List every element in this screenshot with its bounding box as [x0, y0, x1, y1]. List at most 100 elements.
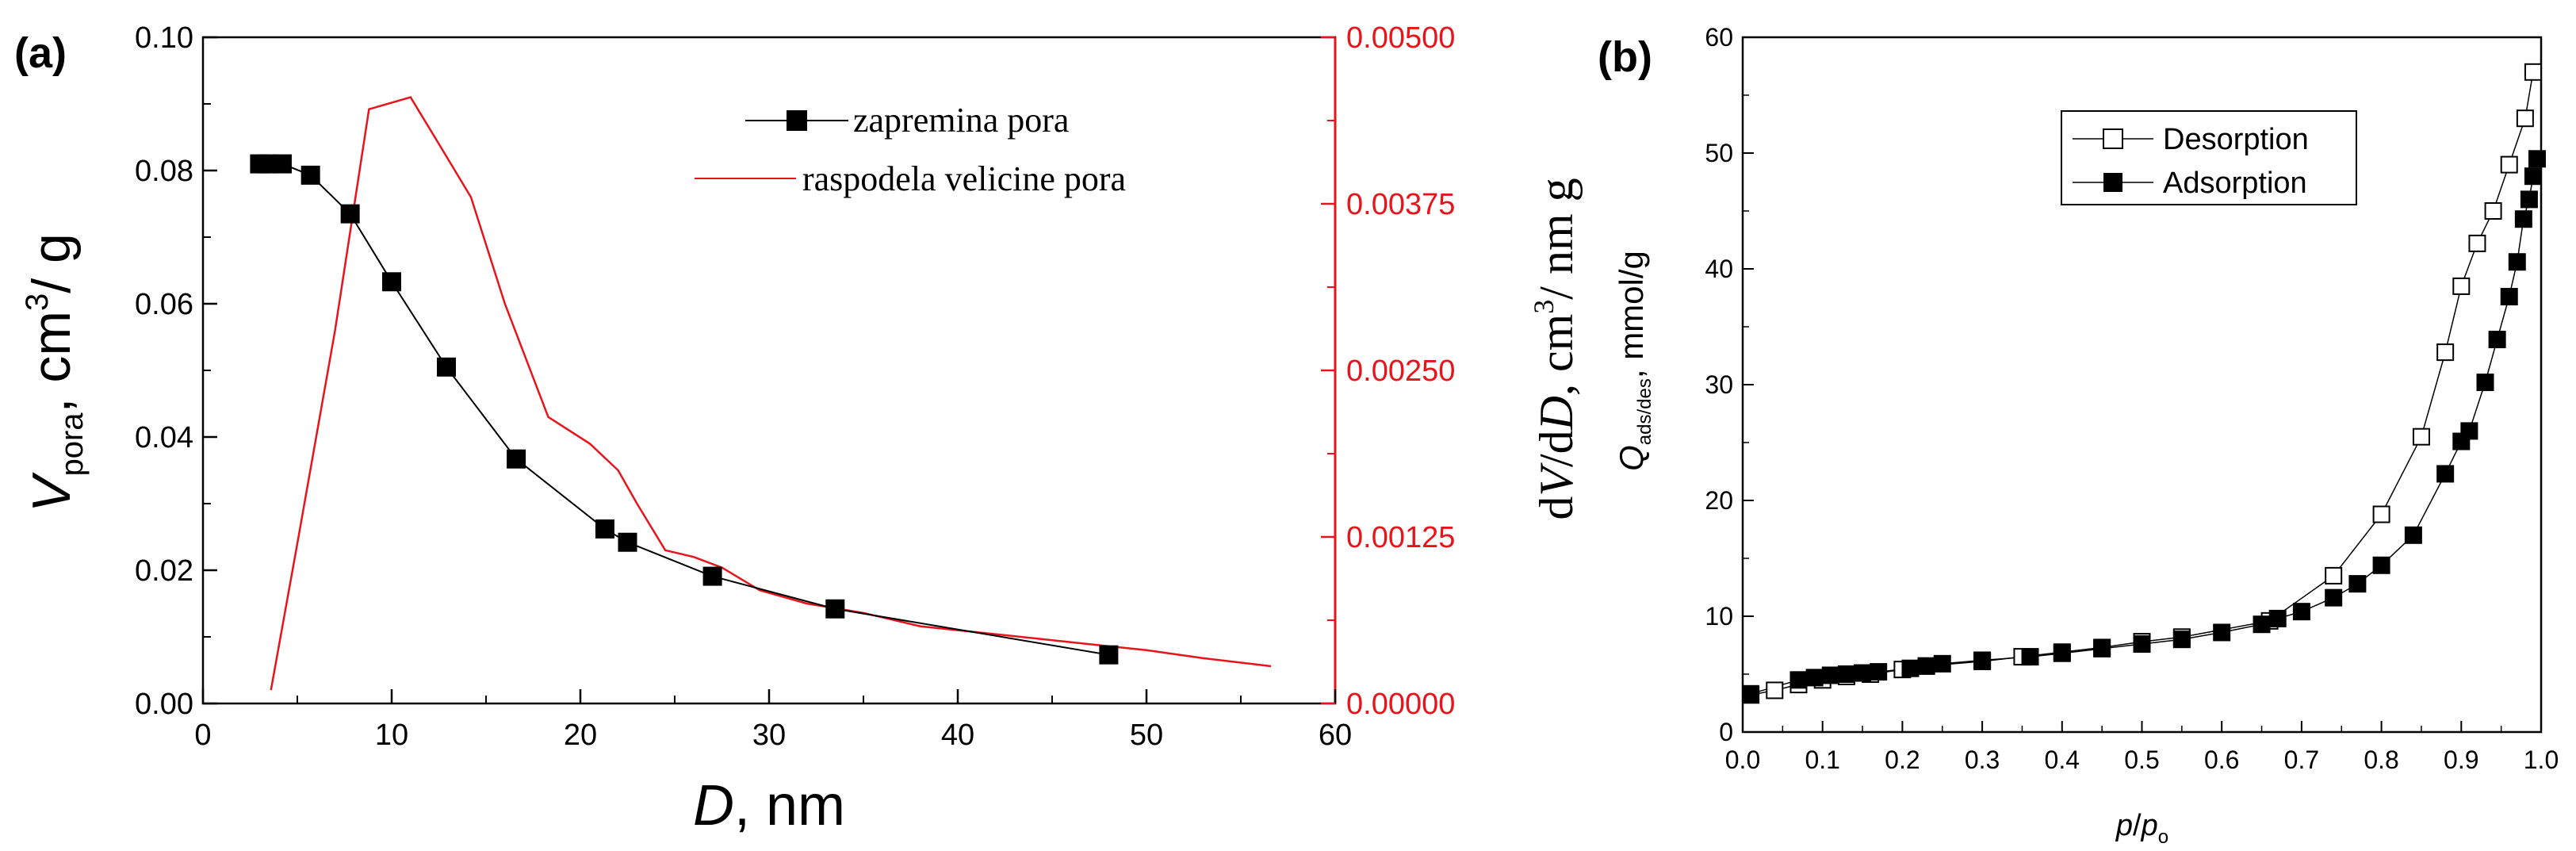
- data-point-desorption: [2372, 505, 2390, 523]
- panel-b-y-axis-label: Qads/des, mmol/g: [1613, 251, 1655, 471]
- panel-a-right-y-tick-label: 0.00375: [1346, 188, 1455, 221]
- panel-b-legend: Desorption Adsorption: [2061, 110, 2357, 205]
- panel-a-x-tick-label: 0: [194, 719, 211, 752]
- data-point-zapremina: [702, 566, 722, 586]
- panel-a-x-tick-label: 60: [1319, 719, 1352, 752]
- data-point-desorption: [2412, 427, 2430, 446]
- data-point-desorption: [2468, 234, 2486, 252]
- panel-b-x-tick-label: 0.7: [2284, 746, 2319, 774]
- panel-b-x-tick-label: 0.5: [2124, 746, 2159, 774]
- legend-label-desorption: Desorption: [2163, 123, 2309, 156]
- panel-a-plot-frame: [201, 36, 1337, 705]
- data-point-desorption: [2484, 202, 2502, 220]
- panel-b-x-tick-label: 0.0: [1725, 746, 1760, 774]
- data-point-adsorption: [2325, 588, 2343, 607]
- data-point-zapremina: [825, 599, 845, 619]
- legend-marker-adsorption: [2103, 173, 2122, 192]
- data-point-adsorption: [2436, 465, 2455, 483]
- data-point-adsorption: [2460, 422, 2478, 440]
- panel-a-x-tick-label: 20: [564, 719, 597, 752]
- data-point-desorption: [2436, 343, 2455, 362]
- panel-b-y-tick-label: 30: [1705, 370, 1733, 399]
- panel-a-left-y-ticks: 0.00 0.02 0.04 0.06 0.08 0.10: [135, 21, 217, 721]
- data-point-adsorption: [1917, 657, 1935, 675]
- series-line-raspodela: [270, 96, 1272, 691]
- legend-label-zapremina: zapremina pora: [853, 101, 1069, 140]
- panel-a-series: [250, 96, 1272, 691]
- panel-a-right-y-tick-label: 0.00125: [1346, 521, 1455, 554]
- panel-b-y-tick-label: 40: [1705, 255, 1733, 283]
- data-point-adsorption: [2514, 210, 2532, 228]
- data-point-adsorption: [1805, 669, 1824, 687]
- panel-b-y-ticks: 0 10 20 30 40 50 60: [1705, 23, 1754, 746]
- data-point-desorption: [2516, 109, 2534, 128]
- data-point-adsorption: [1870, 663, 1888, 681]
- panel-b-label: (b): [1598, 33, 1652, 81]
- data-point-adsorption: [2253, 615, 2271, 634]
- data-point-zapremina: [437, 357, 457, 377]
- series-line-adsorption: [1750, 159, 2538, 695]
- panel-b-x-tick-label: 0.9: [2444, 746, 2478, 774]
- data-point-adsorption: [2508, 253, 2526, 271]
- panel-a-x-ticks: 0 10 20 30 40 50 60: [194, 689, 1352, 752]
- panel-a-left-y-tick-label: 0.10: [135, 21, 193, 55]
- panel-a-left-y-tick-label: 0.06: [135, 288, 193, 321]
- legend-label-raspodela: raspodela velicine pora: [802, 159, 1126, 198]
- panel-b-x-axis-label: p/po: [2115, 809, 2168, 848]
- panel-b-x-tick-label: 0.3: [1965, 746, 2000, 774]
- panel-a: (a) 0 10 20 30 40 50 60 0.000.020.040.060.080.…: [14, 21, 1583, 838]
- panel-a-x-tick-label: 30: [752, 719, 786, 752]
- legend-marker-desorption: [2103, 128, 2123, 149]
- panel-b-x-tick-label: 0.6: [2204, 746, 2239, 774]
- data-point-adsorption: [2372, 556, 2390, 574]
- data-point-adsorption: [2133, 635, 2151, 654]
- data-point-zapremina: [272, 154, 292, 174]
- data-point-adsorption: [2292, 603, 2310, 621]
- data-point-adsorption: [2021, 648, 2039, 666]
- panel-a-left-y-tick-label: 0.00: [135, 688, 193, 721]
- data-point-adsorption: [2093, 639, 2111, 657]
- data-point-desorption: [2500, 155, 2518, 174]
- panel-b-x-tick-label: 0.4: [2045, 746, 2080, 774]
- data-point-adsorption: [2528, 150, 2546, 168]
- panel-b-y-tick-label: 20: [1705, 486, 1733, 515]
- panel-b-x-tick-label: 0.2: [1885, 746, 1920, 774]
- panel-b-x-tick-label: 1.0: [2524, 746, 2559, 774]
- panel-a-right-y-tick-label: 0.00500: [1346, 21, 1455, 55]
- panel-a-x-axis-label: D, nm: [693, 774, 845, 838]
- data-point-zapremina: [382, 272, 401, 292]
- panel-b-y-tick-label: 0: [1719, 718, 1733, 746]
- data-point-desorption: [2524, 63, 2542, 81]
- panel-b-y-tick-label: 60: [1705, 23, 1733, 52]
- panel-b-series: [1742, 63, 2546, 704]
- data-point-zapremina: [595, 519, 614, 539]
- panel-a-left-y-tick-label: 0.04: [135, 421, 193, 454]
- panel-a-left-y-tick-label: 0.02: [135, 554, 193, 588]
- data-point-adsorption: [2520, 190, 2538, 209]
- panel-a-x-tick-label: 10: [375, 719, 408, 752]
- data-point-adsorption: [2268, 609, 2287, 627]
- panel-a-x-tick-label: 40: [941, 719, 974, 752]
- data-point-adsorption: [2500, 288, 2518, 306]
- panel-a-right-y-tick-label: 0.00000: [1346, 688, 1455, 721]
- data-point-adsorption: [2404, 526, 2422, 544]
- panel-a-left-y-axis-label: Vpora, cm3/ g: [20, 233, 90, 512]
- panel-a-right-y-tick-label: 0.00250: [1346, 355, 1455, 388]
- data-point-adsorption: [1933, 654, 1951, 673]
- data-point-adsorption: [1789, 671, 1808, 689]
- panel-b-x-tick-label: 0.8: [2364, 746, 2398, 774]
- panel-a-left-y-tick-label: 0.08: [135, 155, 193, 188]
- panel-a-label: (a): [14, 29, 67, 77]
- data-point-adsorption: [1854, 664, 1872, 682]
- data-point-adsorption: [2488, 331, 2506, 349]
- data-point-adsorption: [1821, 666, 1839, 684]
- data-point-zapremina: [618, 532, 637, 552]
- data-point-zapremina: [300, 165, 320, 185]
- data-point-adsorption: [1901, 659, 1920, 677]
- data-point-adsorption: [1742, 684, 1760, 703]
- data-point-adsorption: [2348, 575, 2367, 593]
- data-point-zapremina: [507, 449, 526, 469]
- panel-a-legend: zapremina pora raspodela velicine pora: [695, 101, 1126, 198]
- data-point-adsorption: [1837, 665, 1855, 683]
